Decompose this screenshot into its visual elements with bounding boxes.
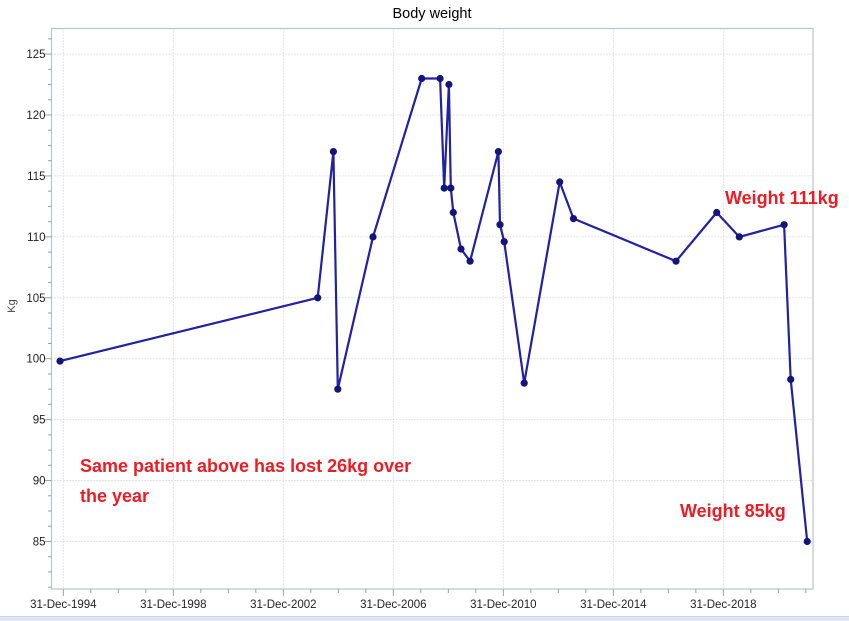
chart-title: Body weight (392, 6, 472, 22)
data-point-marker (494, 148, 502, 156)
data-point-marker (418, 74, 426, 83)
y-tick-label: 85 (33, 536, 46, 548)
data-point-marker (436, 74, 444, 83)
x-tick-label: 31-Dec-2002 (250, 599, 316, 611)
x-tick-label: 31-Dec-1994 (30, 599, 97, 611)
y-tick-label: 110 (27, 232, 45, 244)
y-tick-label: 120 (26, 110, 45, 122)
data-point-marker (334, 385, 342, 393)
y-tick-label: 95 (33, 415, 46, 427)
y-tick-label: 105 (26, 293, 45, 305)
data-point-marker (56, 357, 64, 365)
data-point-marker (556, 178, 564, 186)
y-axis-label: Kg (6, 299, 18, 313)
y-tick-label: 115 (27, 171, 45, 183)
y-tick-label: 125 (26, 49, 45, 61)
plot-border (50, 27, 814, 590)
data-point-marker (735, 233, 743, 241)
y-tick-label: 90 (33, 476, 46, 488)
annotation-weight-loss-note: Same patient above has lost 26kg over th… (80, 451, 411, 511)
data-point-marker (329, 148, 337, 156)
annotation-note-line1: Same patient above has lost 26kg over (80, 456, 412, 476)
data-point-marker (369, 233, 377, 241)
x-tick-label: 31-Dec-2010 (470, 599, 536, 611)
data-point-marker (713, 208, 721, 217)
annotation-weight-111: Weight 111kg (725, 188, 839, 208)
data-point-marker (780, 221, 788, 229)
data-point-marker (445, 80, 453, 89)
bottom-strip (0, 616, 849, 621)
x-tick-label: 31-Dec-2006 (360, 599, 426, 611)
data-point-marker (520, 379, 528, 387)
x-tick-label: 31-Dec-2014 (580, 599, 647, 611)
data-point-marker (787, 375, 795, 383)
annotation-note-line2: the year (80, 486, 150, 506)
data-point-marker (440, 184, 448, 192)
data-point-marker (496, 221, 504, 229)
annotation-weight-85: Weight 85kg (680, 501, 786, 521)
data-point-marker (466, 257, 474, 265)
x-tick-label: 31-Dec-2018 (690, 599, 756, 611)
data-point-marker (803, 537, 811, 546)
data-point-marker (500, 238, 508, 246)
data-point-marker (314, 294, 322, 302)
x-tick-label: 31-Dec-1998 (140, 599, 206, 611)
data-point-marker (447, 184, 455, 192)
data-point-marker (449, 208, 457, 217)
data-point-marker (672, 257, 680, 265)
data-point-marker (569, 215, 578, 223)
y-tick-label: 100 (26, 354, 45, 366)
data-point-marker (457, 245, 465, 253)
